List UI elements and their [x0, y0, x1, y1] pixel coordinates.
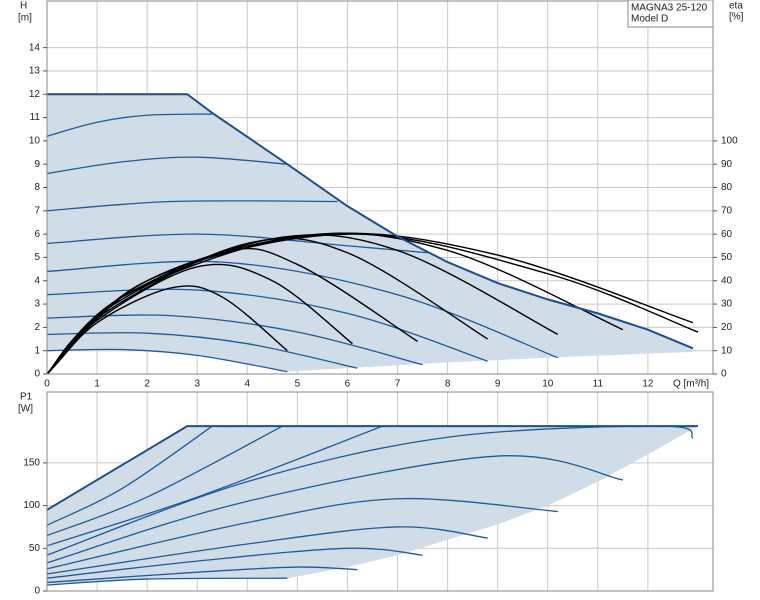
x-tick-label: 10	[542, 379, 554, 390]
pump-curve	[46, 425, 383, 547]
x-tick-label: 0	[44, 379, 50, 390]
operating-area	[47, 94, 693, 372]
x-tick-label: 12	[642, 379, 654, 390]
plot-frame	[46, 391, 714, 592]
y2-tick-label: 80	[721, 182, 733, 193]
y-tick-label: 4	[34, 275, 40, 286]
y-tick-label: 50	[29, 543, 41, 554]
y-tick-label: 0	[34, 586, 40, 597]
x-tick-label: 5	[295, 379, 301, 390]
y-tick-label: 10	[29, 136, 41, 147]
y2-tick-label: 50	[721, 252, 733, 263]
x-tick-label: 7	[395, 379, 401, 390]
y-tick-label: 6	[34, 229, 40, 240]
y-tick-label: 100	[23, 500, 40, 511]
y-tick-label: 3	[34, 299, 40, 310]
y-tick-label: 0	[34, 369, 40, 380]
pump-curve	[46, 425, 213, 526]
y2-axis-unit: [%]	[729, 12, 744, 23]
y-axis-label: P1	[20, 392, 33, 403]
y-tick-label: 13	[29, 66, 41, 77]
legend-box	[627, 0, 714, 28]
x-tick-label: 4	[245, 379, 251, 390]
y-tick-label: 14	[29, 42, 41, 53]
x-tick-label: 8	[445, 379, 451, 390]
y-axis-unit: [m]	[18, 13, 32, 24]
y-tick-label: 12	[29, 89, 41, 100]
y2-tick-label: 10	[721, 345, 733, 356]
y-tick-label: 2	[34, 322, 40, 333]
y-tick-label: 7	[34, 205, 40, 216]
efficiency-curve	[46, 232, 694, 375]
pump-curve	[46, 156, 288, 175]
x-axis-label: Q [m³/h]	[673, 379, 709, 390]
y2-tick-label: 90	[721, 159, 733, 170]
pump-curve	[46, 577, 288, 586]
y-tick-label: 9	[34, 159, 40, 170]
y-axis-label: H	[20, 1, 27, 12]
y2-tick-label: 60	[721, 229, 733, 240]
x-tick-label: 1	[94, 379, 100, 390]
pump-curve	[46, 233, 428, 254]
pump-curve	[46, 425, 283, 537]
x-tick-label: 9	[495, 379, 501, 390]
max-curve	[47, 93, 694, 350]
efficiency-curve	[46, 233, 699, 375]
y-axis-unit: [W]	[18, 404, 33, 415]
y-tick-label: 150	[23, 458, 40, 469]
y-tick-label: 5	[34, 252, 40, 263]
y2-tick-label: 30	[721, 299, 733, 310]
y2-tick-label: 100	[721, 136, 738, 147]
pump-curve	[46, 547, 423, 579]
y2-tick-label: 20	[721, 322, 733, 333]
y2-tick-label: 40	[721, 275, 733, 286]
legend-text: Model D	[631, 14, 668, 25]
legend-text: MAGNA3 25-120	[631, 3, 708, 14]
x-tick-label: 11	[593, 379, 604, 390]
y2-axis-label: eta	[729, 1, 743, 12]
pump-curve	[46, 288, 488, 362]
pump-curve	[46, 566, 358, 584]
y-tick-label: 8	[34, 182, 40, 193]
y2-tick-label: 0	[721, 369, 727, 380]
y-tick-label: 11	[30, 112, 41, 123]
x-tick-label: 2	[144, 379, 150, 390]
y2-tick-label: 70	[721, 205, 733, 216]
x-tick-label: 6	[345, 379, 351, 390]
pump-curve	[46, 332, 358, 369]
pump-curve	[46, 200, 338, 212]
pump-curve	[46, 348, 288, 373]
pump-curve	[46, 260, 559, 359]
pump-curve	[46, 526, 488, 575]
pump-curve	[46, 497, 558, 570]
max-curve	[46, 425, 698, 511]
y-tick-label: 1	[34, 345, 40, 356]
pump-curve	[46, 314, 423, 366]
pump-curve	[46, 455, 623, 564]
pump-curve	[46, 113, 213, 137]
x-tick-label: 3	[194, 379, 200, 390]
